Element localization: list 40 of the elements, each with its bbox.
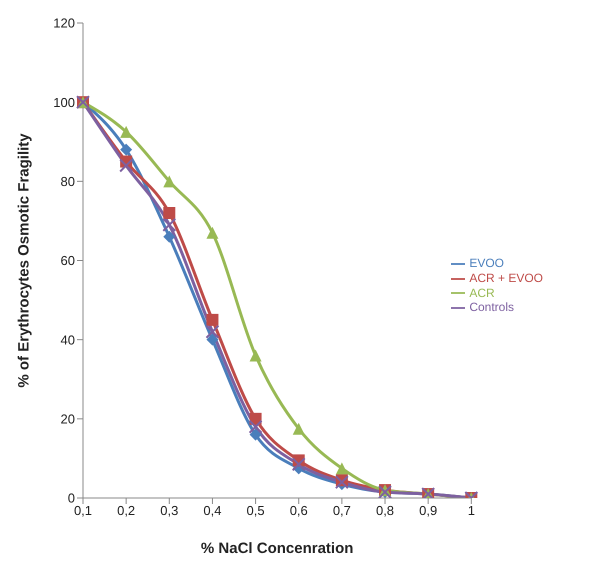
y-tick-label: 100 (53, 94, 75, 110)
legend-label: ACR (469, 286, 495, 300)
point (292, 457, 306, 472)
x-tick-label: 0,4 (203, 503, 222, 518)
x-tick-label: 0,8 (376, 503, 394, 518)
x-tick-label: 0,3 (160, 503, 178, 518)
point (162, 218, 176, 232)
point (206, 226, 218, 239)
point (206, 334, 218, 346)
point (250, 350, 262, 362)
point (120, 144, 132, 156)
y-tick-label: 20 (60, 411, 75, 426)
y-axis-title: % of Erythrocytes Osmotic Fragility (15, 132, 32, 388)
x-axis-title: % NaCl Concenration (200, 540, 354, 557)
point (292, 422, 305, 435)
x-tick-label: 0,9 (419, 503, 438, 518)
point (119, 158, 134, 172)
point (336, 462, 348, 474)
point (205, 324, 220, 339)
y-tick-label: 0 (68, 490, 75, 506)
point (334, 475, 349, 490)
x-tick-label: 0,6 (290, 503, 308, 518)
x-tick-label: 1 (468, 503, 475, 518)
point (248, 420, 263, 434)
y-tick-label: 120 (53, 16, 75, 31)
x-tick-label: 0,5 (246, 503, 265, 518)
y-tick-label: 80 (60, 174, 75, 189)
x-tick-label: 0,2 (117, 503, 136, 518)
x-tick-label: 0,7 (332, 503, 351, 518)
point (206, 314, 218, 326)
legend-label: Controls (469, 300, 514, 314)
y-tick-label: 60 (60, 253, 75, 268)
y-tick-label: 40 (60, 332, 75, 348)
point (163, 230, 176, 243)
x-tick-label: 0,1 (74, 503, 92, 518)
legend-label: EVOO (469, 256, 504, 270)
point (163, 175, 176, 188)
point (163, 207, 176, 219)
legend-label: ACR + EVOO (469, 270, 543, 285)
point (250, 428, 262, 441)
